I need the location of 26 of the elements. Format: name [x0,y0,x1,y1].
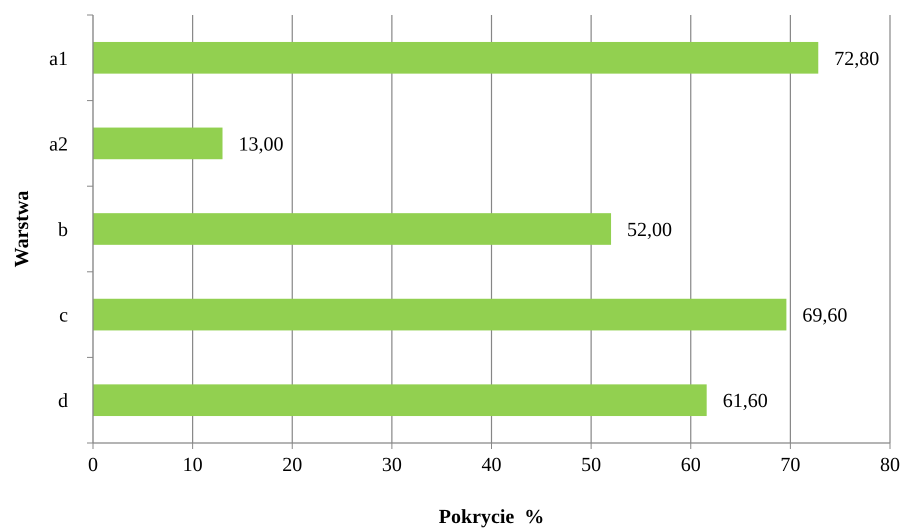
x-tick-label: 0 [88,454,98,476]
y-tick-label: a2 [49,133,68,156]
y-tick-label: d [58,390,68,412]
x-tick-label: 80 [880,454,900,476]
x-tick-label: 70 [780,454,800,476]
x-tick-label: 30 [382,454,402,476]
data-label: 69,60 [802,304,848,327]
bar [93,42,818,74]
x-tick-label: 50 [581,454,602,476]
data-label: 61,60 [722,390,768,412]
data-label: 13,00 [238,133,284,156]
bar [93,213,612,245]
data-label: 72,80 [834,48,880,70]
data-label: 52,00 [627,219,672,241]
y-tick-label: b [58,219,68,241]
x-tick-label: 60 [680,454,701,476]
x-tick-label: 40 [482,454,502,476]
x-axis-title: Pokrycie % [438,506,544,528]
bar [93,128,223,160]
x-tick-label: 20 [282,454,302,476]
bar [93,298,786,330]
y-axis-title: Warstwa [11,190,33,268]
y-tick-label: c [59,304,68,327]
y-tick-label: a1 [49,48,68,70]
bar [93,384,707,416]
x-tick-label: 10 [182,454,203,476]
